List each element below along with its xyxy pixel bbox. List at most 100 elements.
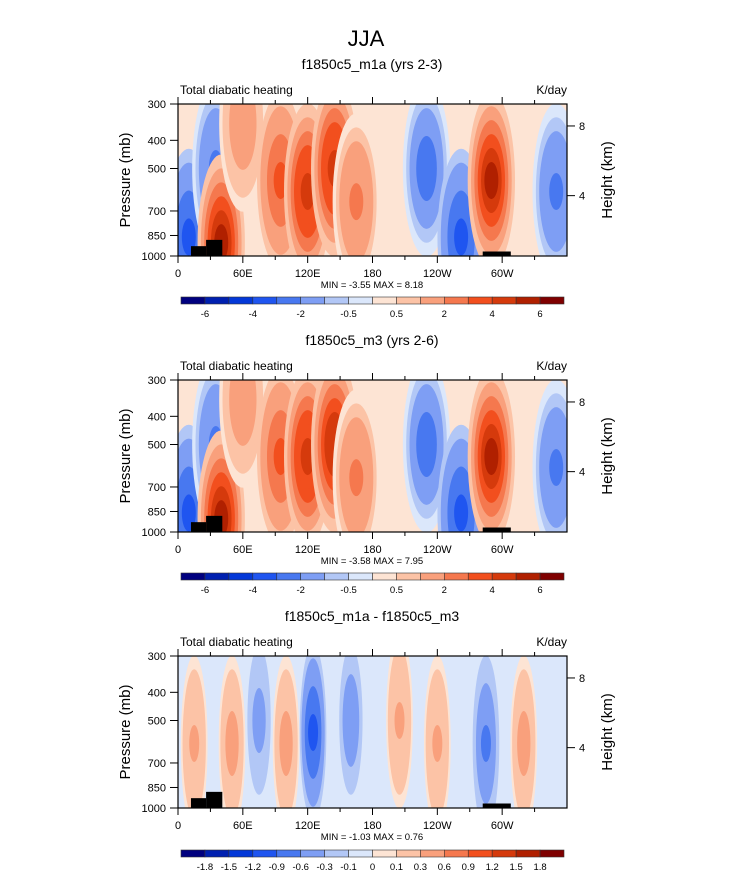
colorbar-box [467,849,493,858]
colorbar-label: 0.5 [390,309,403,320]
y-axis-label: Pressure (mb) [117,408,134,503]
panel-title: f1850c5_m1a (yrs 2-3) [302,56,443,72]
colorbar-label: 1.5 [510,862,523,873]
colorbar-label: -0.5 [340,585,356,596]
contour-region [419,149,434,188]
contour-region [300,172,315,211]
colorbar-box [491,849,517,858]
x-tick-label: 120E [295,820,321,832]
min-max-stats: MIN = -1.03 MAX = 0.76 [321,832,423,843]
colorbar-box [276,572,301,581]
contour-region [235,104,250,143]
x-tick-label: 0 [175,544,181,556]
colorbar-box [444,849,469,858]
colorbar-box [324,296,349,305]
panel-3: f1850c5_m1a - f1850c5_m3 Total diabatic h… [117,608,616,873]
colorbar-label: 0.9 [462,862,475,873]
x-tick-label: 60E [233,820,253,832]
y-tick-label: 700 [148,206,166,218]
colorbar-box [348,296,373,305]
colorbar-label: 4 [490,585,495,596]
x-tick-label: 180 [363,268,381,280]
colorbar-box [539,572,565,581]
colorbar-box [491,572,517,581]
colorbar-box [372,849,397,858]
x-tick-label: 180 [363,544,381,556]
y-tick-label: 850 [148,230,166,242]
y-tick-label: 300 [148,99,166,111]
colorbar-label: -1.8 [197,862,213,873]
topography [190,522,207,532]
colorbar-box [324,849,349,858]
y-tick-label: 1000 [142,251,166,263]
colorbar-label: -4 [249,309,257,320]
min-max-stats: MIN = -3.58 MAX = 7.95 [321,556,423,567]
topography [206,515,223,532]
colorbar-box [180,849,206,858]
units-label: K/day [536,359,567,373]
colorbar-box [515,572,541,581]
y-axis-label: Pressure (mb) [117,132,134,227]
y-tick-label: 400 [148,135,166,147]
left-string: Total diabatic heating [180,359,293,373]
right-y-axis-label: Height (km) [599,417,616,495]
colorbar-label: 1.2 [486,862,499,873]
contour-region [235,380,250,419]
y-tick-label: 500 [148,439,166,451]
contour-region [518,724,529,763]
contour-region [345,701,356,740]
x-tick-label: 0 [175,820,181,832]
colorbar-box [420,849,445,858]
colorbar-box [515,849,541,858]
contour-region [432,724,443,763]
y-tick-label: 850 [148,782,166,794]
colorbar-label: -1.5 [221,862,237,873]
colorbar-box [252,849,278,858]
contour-region [254,701,265,740]
contour-region [480,724,491,763]
x-tick-label: 120W [423,268,452,280]
contour-region [189,724,200,763]
colorbar-label: -2 [296,309,304,320]
panel-title: f1850c5_m1a - f1850c5_m3 [285,608,460,624]
contour-region [394,701,405,740]
x-tick-label: 180 [363,820,381,832]
contour-region [281,724,292,763]
colorbar-box [228,849,254,858]
right-y-tick-label: 4 [579,467,585,479]
contour-region [549,448,564,487]
colorbar-label: 0.3 [414,862,427,873]
colorbar-label: 6 [537,309,542,320]
colorbar-label: 0.6 [438,862,451,873]
colorbar-box [348,849,373,858]
colorbar-label: -0.1 [340,862,356,873]
x-tick-label: 60E [233,544,253,556]
colorbar-box [467,572,493,581]
right-y-tick-label: 8 [579,397,585,409]
colorbar-label: -0.9 [269,862,285,873]
y-tick-label: 500 [148,715,166,727]
y-tick-label: 1000 [142,803,166,815]
colorbar-box [348,572,373,581]
colorbar-box [204,849,230,858]
colorbar-box [396,296,421,305]
colorbar-label: -6 [201,585,209,596]
x-tick-label: 60W [491,268,514,280]
panel-2: f1850c5_m3 (yrs 2-6) Total diabatic heati… [117,332,616,596]
contour-region [349,183,364,221]
contour-field [178,380,567,532]
colorbar-label: -1.2 [245,862,261,873]
colorbar-box [420,572,445,581]
colorbar-box [276,296,301,305]
topography [482,251,511,256]
topography [190,246,207,256]
colorbar-box [252,296,278,305]
right-y-tick-label: 8 [579,673,585,685]
contour-region [484,437,499,476]
contour-region [419,425,434,464]
contour-region [484,161,499,200]
colorbar-label: 0.5 [390,585,403,596]
colorbar-box [372,296,397,305]
topography [206,239,223,256]
